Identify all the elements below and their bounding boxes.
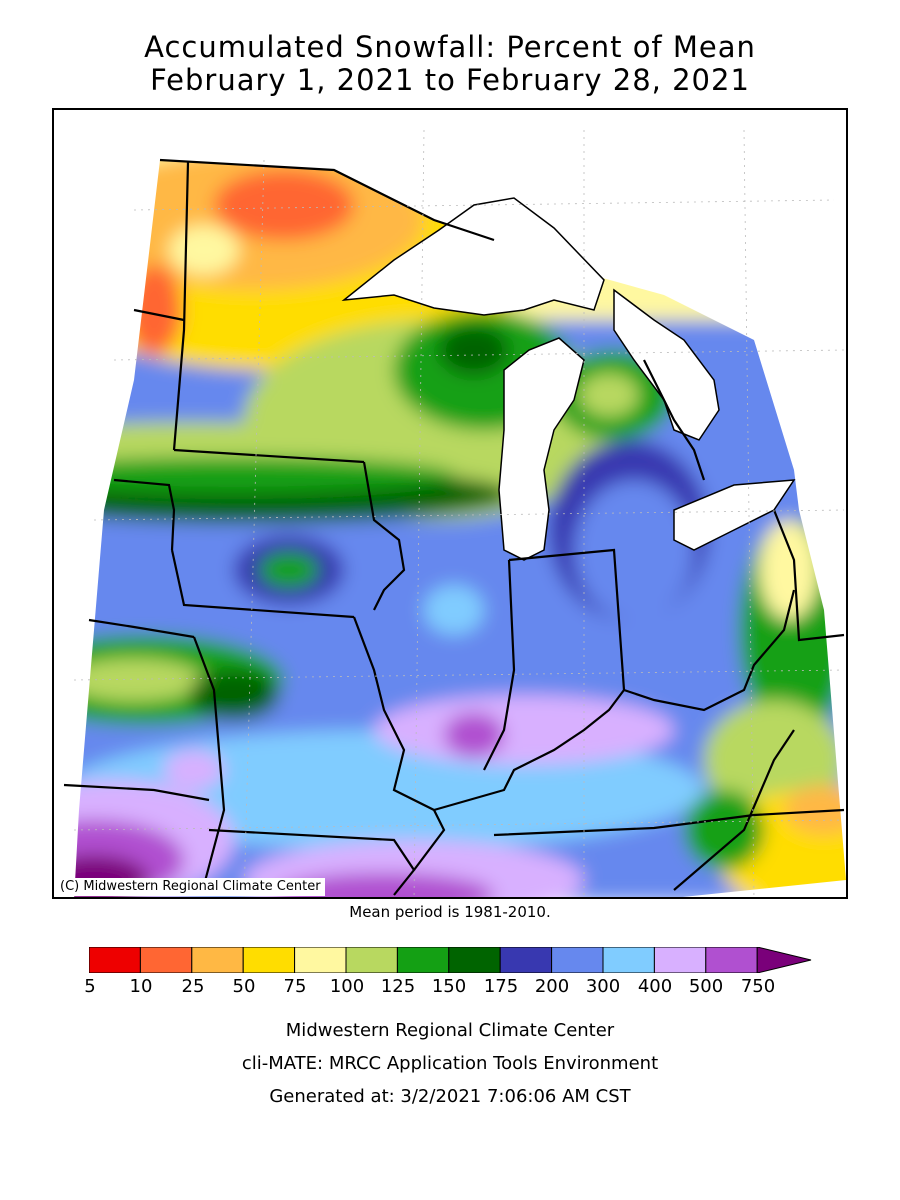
legend-swatch: [345, 947, 398, 973]
legend-label: 100: [329, 976, 365, 997]
footer-app: cli-MATE: MRCC Application Tools Environ…: [241, 1053, 659, 1074]
color-legend: [89, 947, 812, 973]
legend-swatch: [139, 947, 193, 973]
map-gridlines: [73, 129, 845, 897]
map-canvas: [63, 129, 846, 897]
map-date-range: February 1, 2021 to February 28, 2021: [150, 63, 750, 97]
legend-swatch: [242, 947, 296, 973]
legend-label: 500: [688, 976, 724, 997]
legend-label: 75: [283, 976, 307, 997]
legend-swatch: [499, 947, 553, 973]
legend-label: 750: [740, 976, 776, 997]
great-lakes: [341, 197, 796, 561]
legend-label: 400: [637, 976, 673, 997]
legend-label: 5: [84, 976, 96, 997]
legend-label: 50: [232, 976, 256, 997]
footer-generated: Generated at: 3/2/2021 7:06:06 AM CST: [269, 1086, 631, 1107]
footer-org: Midwestern Regional Climate Center: [285, 1020, 615, 1041]
legend-swatch: [89, 947, 141, 973]
legend-swatch: [396, 947, 450, 973]
legend-labels: 5 10 25 50 75 100 125 150 175 200 300 40…: [0, 976, 900, 1000]
legend-label: 150: [431, 976, 467, 997]
state-boundaries: [63, 158, 845, 896]
legend-swatch: [705, 947, 758, 973]
map-title: Accumulated Snowfall: Percent of Mean: [144, 30, 756, 64]
legend-label: 175: [483, 976, 519, 997]
legend-swatch: [551, 947, 604, 973]
legend-swatch: [448, 947, 501, 973]
mean-period-note: Mean period is 1981-2010.: [349, 903, 551, 921]
legend-label: 10: [129, 976, 153, 997]
legend-overflow-arrow: [756, 947, 812, 973]
legend-label: 25: [181, 976, 205, 997]
legend-label: 125: [380, 976, 416, 997]
legend-swatch: [294, 947, 347, 973]
legend-swatch: [191, 947, 244, 973]
legend-swatch: [653, 947, 707, 973]
copyright-label: (C) Midwestern Regional Climate Center: [56, 878, 325, 896]
legend-label: 200: [534, 976, 570, 997]
snowfall-map: (C) Midwestern Regional Climate Center: [52, 108, 848, 899]
legend-swatch: [602, 947, 655, 973]
legend-label: 300: [585, 976, 621, 997]
